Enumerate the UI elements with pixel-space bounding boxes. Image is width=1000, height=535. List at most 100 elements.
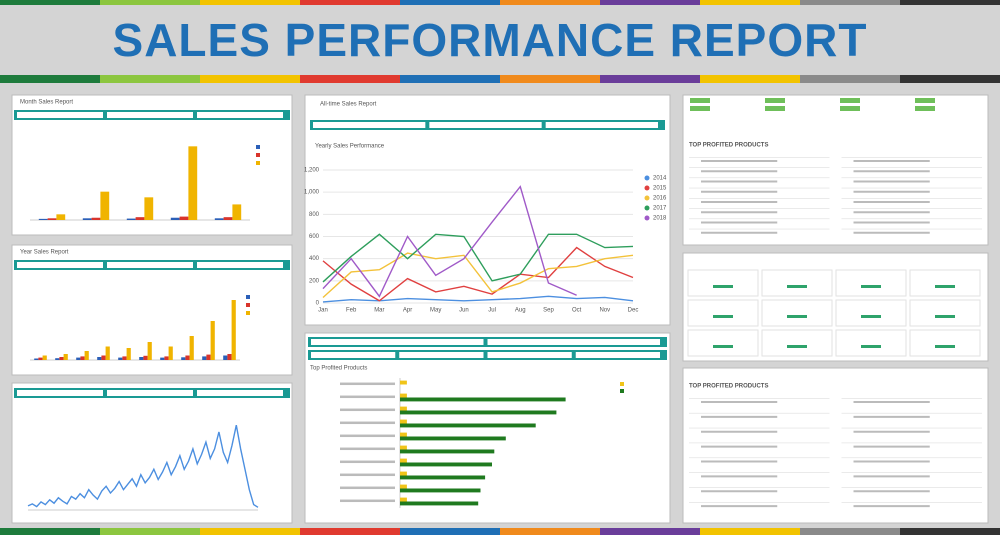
cell-placeholder <box>853 445 930 448</box>
cell-placeholder <box>853 170 930 173</box>
row-line <box>841 427 982 429</box>
cell-placeholder <box>853 430 930 433</box>
bar <box>400 501 479 506</box>
legend-label: 2018 <box>653 216 667 222</box>
kpi-value <box>935 345 955 348</box>
stripe <box>0 0 100 5</box>
legend-label: 2015 <box>653 186 667 192</box>
cell-placeholder <box>701 211 778 214</box>
x-tick-label: Aug <box>515 308 526 314</box>
kpi-card <box>909 329 981 357</box>
stripe <box>900 75 1000 83</box>
y-tick-label: 400 <box>309 256 320 262</box>
cell-placeholder <box>853 160 930 162</box>
row-line <box>689 218 830 220</box>
x-tick-label: Jan <box>318 308 328 314</box>
stripe <box>100 75 200 83</box>
stripe <box>600 75 700 83</box>
kpi-value <box>935 285 955 288</box>
row-line <box>841 442 982 444</box>
filter-input <box>17 390 103 396</box>
kpi-value <box>787 345 807 348</box>
cell-placeholder <box>853 201 930 203</box>
row-line <box>841 457 982 459</box>
bar <box>126 348 131 360</box>
bar <box>400 497 407 502</box>
bar <box>400 380 407 385</box>
legend-dot <box>644 195 650 201</box>
label-placeholder <box>340 408 395 412</box>
stripe <box>400 0 500 5</box>
filter-input <box>575 352 660 358</box>
stripe <box>200 75 300 83</box>
bar <box>168 346 173 360</box>
kpi-value <box>861 345 881 348</box>
row-line <box>841 198 982 199</box>
panel-title: Month Sales Report <box>20 100 73 106</box>
row-line <box>689 187 830 189</box>
bar <box>400 449 495 454</box>
label-placeholder <box>340 434 395 438</box>
row-line <box>689 398 830 399</box>
bar <box>400 419 407 424</box>
legend-label: 2014 <box>653 176 667 182</box>
row-line <box>689 412 830 414</box>
kpi-value <box>861 285 881 288</box>
stripe <box>300 75 400 83</box>
cell-placeholder <box>853 505 930 508</box>
bar <box>227 354 232 360</box>
cell-placeholder <box>853 180 930 183</box>
filter-input <box>313 122 426 128</box>
bar <box>210 321 215 360</box>
bar <box>118 357 123 360</box>
bar <box>400 462 492 467</box>
label-placeholder <box>340 421 395 425</box>
row-line <box>841 398 982 399</box>
row-line <box>841 208 982 209</box>
stripe <box>700 75 800 83</box>
y-tick-label: 1,000 <box>304 190 320 196</box>
bar <box>143 355 148 360</box>
bar <box>76 357 81 360</box>
table-heading: TOP PROFITED PRODUCTS <box>689 143 768 149</box>
bar <box>223 217 233 220</box>
panel <box>304 332 671 524</box>
x-tick-label: Jun <box>459 308 469 314</box>
bar <box>82 218 92 220</box>
kpi-card <box>835 329 907 357</box>
y-tick-label: 200 <box>309 278 320 284</box>
bar <box>55 358 60 360</box>
y-tick-label: 0 <box>316 301 320 307</box>
legend-label: 2016 <box>653 196 667 202</box>
stripe <box>400 528 500 535</box>
stripe <box>300 0 400 5</box>
bar <box>400 393 407 398</box>
bar <box>179 216 189 220</box>
kpi-value <box>713 285 733 288</box>
stripe <box>700 528 800 535</box>
row-line <box>841 167 982 168</box>
stripe <box>200 528 300 535</box>
toggle <box>765 106 785 111</box>
bar <box>400 445 407 450</box>
stripe <box>800 0 900 5</box>
bar <box>38 218 48 220</box>
filter-input <box>545 122 658 128</box>
row-line <box>689 472 830 473</box>
bar <box>47 218 57 220</box>
filter-input <box>487 352 572 358</box>
stripe <box>900 528 1000 535</box>
filter-input <box>399 352 484 358</box>
bar <box>34 358 39 360</box>
filter-input <box>197 390 283 396</box>
x-tick-label: Feb <box>346 308 357 314</box>
x-tick-label: Sep <box>543 308 554 314</box>
line <box>27 425 259 508</box>
line <box>322 246 634 302</box>
row-line <box>841 177 982 179</box>
row-line <box>841 487 982 488</box>
legend-swatch <box>246 295 250 299</box>
cell-placeholder <box>701 401 778 403</box>
cell-placeholder <box>853 401 930 403</box>
